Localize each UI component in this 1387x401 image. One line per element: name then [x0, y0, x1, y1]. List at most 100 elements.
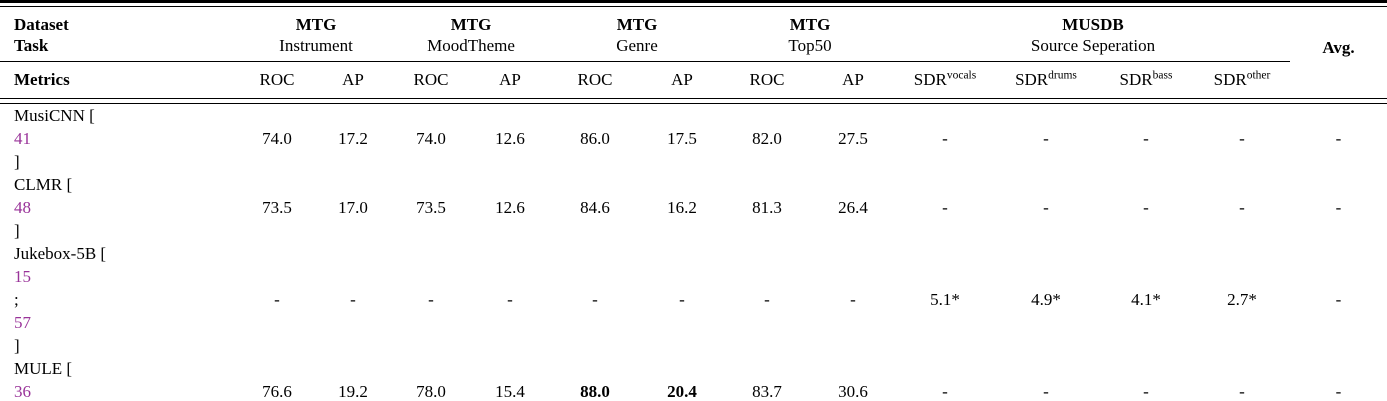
value-cell: 73.5: [392, 196, 470, 219]
value-cell: 12.6: [470, 196, 550, 219]
citation-link[interactable]: 41: [14, 129, 31, 148]
value-cell: -: [1194, 380, 1290, 401]
metric-value: -: [350, 290, 356, 309]
value-cell: 84.6: [550, 196, 640, 219]
metric-header: ROC: [749, 70, 785, 89]
metric-value: 12.6: [495, 198, 525, 217]
value-cell: -: [640, 288, 724, 311]
metric-value: -: [1143, 382, 1149, 401]
metric-value: 73.5: [262, 198, 292, 217]
metric-header: AP: [842, 70, 864, 89]
metric-value: 4.1*: [1131, 290, 1161, 309]
metric-header-sdr-other: SDRother: [1213, 69, 1271, 89]
metric-value: 76.6: [262, 382, 292, 401]
value-cell: -: [896, 380, 994, 401]
value-cell: 27.5: [810, 127, 896, 150]
value-cell: 16.2: [640, 196, 724, 219]
metric-value: 88.0: [580, 382, 610, 401]
metric-value: -: [1239, 129, 1245, 148]
value-cell: -: [550, 288, 640, 311]
value-cell: -: [240, 288, 314, 311]
group-dataset: MUSDB: [1062, 15, 1124, 34]
metric-value: 19.2: [338, 382, 368, 401]
citation-link[interactable]: 36: [14, 382, 31, 401]
metric-value: -: [1043, 382, 1049, 401]
value-cell: 88.0: [550, 380, 640, 401]
metric-value: 15.4: [495, 382, 525, 401]
metric-value: -: [1043, 198, 1049, 217]
value-cell: -: [994, 127, 1098, 150]
metric-value: 82.0: [752, 129, 782, 148]
metric-header: ROC: [259, 70, 295, 89]
model-name: MusiCNN: [14, 106, 85, 125]
value-cell: 19.2: [314, 380, 392, 401]
metric-value: 17.5: [667, 129, 697, 148]
value-cell: 83.7: [724, 380, 810, 401]
metric-value: -: [1239, 382, 1245, 401]
value-cell: -: [994, 196, 1098, 219]
row-label: Jukebox-5B [15; 57]: [0, 242, 240, 357]
value-cell: 20.4: [640, 380, 724, 401]
model-name: Jukebox-5B: [14, 244, 97, 263]
model-name: MULE: [14, 359, 63, 378]
metric-value: -: [1335, 382, 1342, 401]
metric-value: 84.6: [580, 198, 610, 217]
metric-header: AP: [342, 70, 364, 89]
value-cell: 76.6: [240, 380, 314, 401]
value-cell: 17.5: [640, 127, 724, 150]
value-cell: 73.5: [240, 196, 314, 219]
citation-link[interactable]: 57: [14, 313, 31, 332]
value-cell: 86.0: [550, 127, 640, 150]
metric-value: -: [1335, 290, 1342, 309]
citation-link[interactable]: 15: [14, 267, 31, 286]
value-cell: -: [392, 288, 470, 311]
value-cell: -: [1290, 196, 1387, 219]
avg-column-header: Avg.: [1322, 37, 1355, 57]
group-header-mtg-instrument: MTG Instrument: [240, 7, 392, 61]
metric-value: 26.4: [838, 198, 868, 217]
value-cell: 4.1*: [1098, 288, 1194, 311]
dataset-label: Dataset: [14, 15, 69, 34]
metric-value: 74.0: [262, 129, 292, 148]
metrics-label: Metrics: [14, 70, 70, 89]
value-cell: 30.6: [810, 380, 896, 401]
value-cell: -: [1098, 196, 1194, 219]
group-header-mtg-top50: MTG Top50: [724, 7, 896, 61]
value-cell: -: [1194, 127, 1290, 150]
metric-header-sdr-bass: SDRbass: [1119, 69, 1173, 89]
row-label: MusiCNN [41]: [0, 104, 240, 173]
metric-value: 83.7: [752, 382, 782, 401]
value-cell: 74.0: [240, 127, 314, 150]
metric-value: -: [850, 290, 856, 309]
header-mid-rule: [0, 61, 1290, 62]
group-task: Top50: [788, 36, 832, 55]
group-task: Genre: [616, 36, 658, 55]
metric-header: ROC: [413, 70, 449, 89]
metric-value: 30.6: [838, 382, 868, 401]
group-header-mtg-moodtheme: MTG MoodTheme: [392, 7, 550, 61]
value-cell: 17.2: [314, 127, 392, 150]
metric-value: 17.0: [338, 198, 368, 217]
metric-value: 78.0: [416, 382, 446, 401]
value-cell: -: [1290, 380, 1387, 401]
metric-value: -: [942, 382, 948, 401]
metric-header-sdr-vocals: SDRvocals: [913, 69, 977, 89]
metric-value: -: [1143, 198, 1149, 217]
row-label: CLMR [48]: [0, 173, 240, 242]
value-cell: -: [896, 196, 994, 219]
metric-value: 74.0: [416, 129, 446, 148]
value-cell: 12.6: [470, 127, 550, 150]
group-dataset: MTG: [616, 15, 658, 34]
value-cell: 82.0: [724, 127, 810, 150]
value-cell: 4.9*: [994, 288, 1098, 311]
metric-value: -: [1143, 129, 1149, 148]
metric-value: 4.9*: [1031, 290, 1061, 309]
value-cell: 81.3: [724, 196, 810, 219]
value-cell: -: [724, 288, 810, 311]
value-cell: -: [314, 288, 392, 311]
citation-link[interactable]: 48: [14, 198, 31, 217]
value-cell: -: [994, 380, 1098, 401]
metric-header-sdr-drums: SDRdrums: [1015, 69, 1077, 89]
value-cell: 74.0: [392, 127, 470, 150]
